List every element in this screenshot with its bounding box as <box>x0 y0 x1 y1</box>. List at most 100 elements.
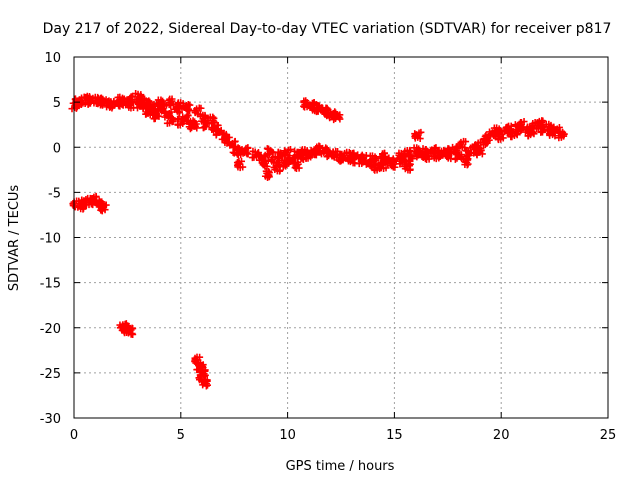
data-point-marker <box>389 163 397 171</box>
x-tick-label: 25 <box>600 428 617 443</box>
data-point-marker <box>137 101 145 109</box>
data-point-marker <box>238 157 246 165</box>
x-tick-label: 0 <box>70 428 78 443</box>
data-point-marker <box>328 152 336 160</box>
data-point-marker <box>539 128 547 136</box>
data-point-marker <box>200 378 208 386</box>
data-point-marker <box>317 150 325 158</box>
data-point-marker <box>379 153 387 161</box>
data-point-marker <box>168 97 176 105</box>
data-point-marker <box>550 123 558 131</box>
data-point-marker <box>379 159 387 167</box>
data-point-marker <box>205 119 213 127</box>
data-point-marker <box>336 115 344 123</box>
x-tick-label: 10 <box>279 428 296 443</box>
data-point-marker <box>102 201 110 209</box>
data-point-marker <box>110 97 118 105</box>
y-tick-label: -20 <box>40 322 61 337</box>
chart-title: Day 217 of 2022, Sidereal Day-to-day VTE… <box>43 21 612 37</box>
data-point-marker <box>201 366 209 374</box>
x-tick-label: 20 <box>493 428 510 443</box>
y-tick-label: -25 <box>40 367 61 382</box>
data-point-marker <box>193 124 201 132</box>
data-point-marker <box>279 163 287 171</box>
data-point-marker <box>485 136 493 144</box>
data-point-marker <box>154 96 162 104</box>
y-tick-label: -30 <box>40 412 61 427</box>
data-point-marker <box>467 144 474 152</box>
data-point-marker <box>382 164 390 172</box>
data-point-marker <box>425 151 433 159</box>
data-point-marker <box>89 201 97 209</box>
y-tick-label: 0 <box>53 141 61 156</box>
x-axis-label: GPS time / hours <box>286 459 395 474</box>
data-point-marker <box>560 132 568 140</box>
data-point-marker <box>101 206 109 214</box>
data-point-marker <box>213 125 221 133</box>
data-point-marker <box>302 154 310 162</box>
data-point-marker <box>261 172 269 180</box>
data-point-marker <box>196 353 204 361</box>
data-point-marker <box>239 163 247 171</box>
data-point-marker <box>473 151 481 159</box>
data-point-marker <box>456 142 464 150</box>
data-point-marker <box>144 108 152 116</box>
y-tick-label: 5 <box>53 96 61 111</box>
y-tick-label: -5 <box>48 186 61 201</box>
data-point-marker <box>268 156 276 164</box>
data-point-marker <box>559 128 567 136</box>
data-point-marker <box>199 381 207 389</box>
axis-ticks: 0 5 10 15 20 25 -30 -25 -20 -15 -10 -5 0 5 10 <box>40 51 617 443</box>
data-point-marker <box>95 197 103 205</box>
y-tick-label: -10 <box>40 232 61 247</box>
data-point-marker <box>416 135 424 143</box>
data-point-marker <box>278 156 286 164</box>
data-point-marker <box>225 139 233 147</box>
data-point-marker <box>517 118 525 126</box>
data-point-marker <box>315 142 323 150</box>
data-point-marker <box>407 152 415 160</box>
data-point-marker <box>235 148 243 156</box>
data-point-marker <box>435 152 443 160</box>
data-point-marker <box>319 144 327 152</box>
data-point-marker <box>90 194 98 202</box>
data-point-marker <box>542 120 550 128</box>
data-point-marker <box>167 98 175 106</box>
data-point-marker <box>507 133 515 141</box>
data-point-marker <box>212 131 220 139</box>
data-point-marker <box>350 149 358 157</box>
data-series <box>68 90 568 390</box>
data-point-marker <box>97 94 105 102</box>
series-markers <box>68 90 568 390</box>
data-point-marker <box>388 158 396 166</box>
data-point-marker <box>400 149 408 157</box>
data-point-marker <box>286 145 294 153</box>
data-point-marker <box>168 114 176 122</box>
data-point-marker <box>260 157 268 165</box>
data-point-marker <box>126 325 134 333</box>
y-axis-label: SDTVAR / TECUs <box>7 185 22 292</box>
data-point-marker <box>151 115 159 123</box>
data-point-marker <box>193 359 201 367</box>
data-point-marker <box>341 149 349 157</box>
y-tick-label: -15 <box>40 277 61 292</box>
data-point-marker <box>241 149 249 157</box>
data-point-marker <box>417 128 425 136</box>
data-point-marker <box>97 100 105 108</box>
data-point-marker <box>293 161 301 169</box>
data-point-marker <box>242 144 250 152</box>
data-point-marker <box>136 96 144 104</box>
data-point-marker <box>496 133 504 141</box>
x-tick-label: 15 <box>386 428 403 443</box>
data-point-marker <box>486 128 494 136</box>
data-point-marker <box>261 162 269 170</box>
grid-lines <box>74 57 608 418</box>
data-point-marker <box>406 157 414 165</box>
x-tick-label: 5 <box>177 428 185 443</box>
data-point-marker <box>127 93 135 101</box>
data-point-marker <box>413 148 421 156</box>
data-point-marker <box>449 143 457 151</box>
data-point-marker <box>152 109 160 117</box>
data-point-marker <box>294 160 302 168</box>
data-point-marker <box>196 372 204 380</box>
